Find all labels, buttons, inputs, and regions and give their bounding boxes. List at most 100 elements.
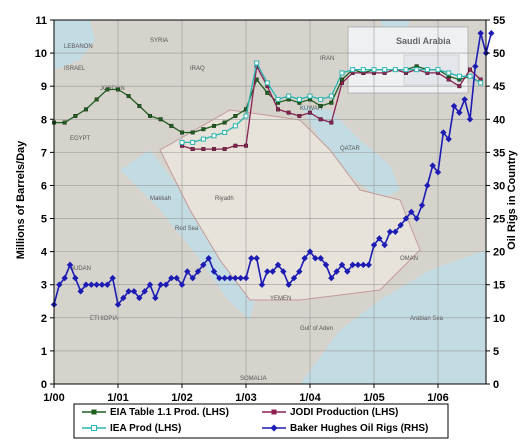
data-point: [244, 143, 248, 148]
data-point: [109, 274, 116, 282]
data-point: [148, 114, 152, 118]
legend-item: EIA Table 1.1 Prod. (LHS): [82, 407, 229, 418]
data-point: [61, 274, 68, 282]
map-label: IRAQ: [190, 66, 205, 72]
data-point: [146, 281, 154, 288]
data-point: [365, 261, 372, 269]
data-point: [340, 80, 344, 85]
data-point: [190, 147, 195, 152]
legend-swatch-marker: [271, 409, 277, 415]
data-point: [226, 274, 234, 282]
data-point: [477, 30, 484, 37]
map-label: YEMEN: [270, 296, 291, 302]
data-point: [413, 215, 420, 222]
legend-swatch-marker: [270, 424, 278, 432]
data-point: [338, 261, 346, 269]
map-inset-title: Saudi Arabia: [396, 36, 452, 46]
data-point: [243, 113, 249, 119]
data-point: [402, 215, 410, 222]
map-label: KUWAIT: [300, 106, 323, 112]
map-sea-label: Gulf of Aden: [300, 326, 333, 332]
data-point: [120, 294, 127, 302]
data-point: [276, 107, 280, 112]
data-point: [136, 294, 143, 302]
legend-box: [73, 403, 449, 439]
data-point: [233, 114, 238, 118]
data-point: [340, 77, 344, 82]
data-point: [301, 255, 308, 262]
data-point: [179, 139, 185, 145]
data-point: [210, 268, 218, 275]
legend: EIA Table 1.1 Prod. (LHS) JODI Production…: [73, 403, 449, 439]
data-point: [286, 93, 292, 99]
legend-item: JODI Production (LHS): [262, 407, 398, 418]
data-point: [360, 261, 367, 269]
data-point: [168, 274, 175, 282]
y-right-tick-label: 10: [493, 313, 505, 325]
data-point: [306, 248, 314, 255]
data-point: [184, 268, 191, 275]
legend-swatch-marker: [91, 425, 97, 431]
map-sea-arabian: [300, 250, 486, 384]
data-point: [290, 274, 298, 282]
map-label: SUDAN: [70, 266, 91, 272]
y-right-tick-label: 0: [493, 379, 499, 391]
data-point: [429, 162, 436, 169]
y-left-tick-label: 5: [41, 214, 47, 226]
x-tick-label: 1/01: [107, 392, 128, 404]
data-point: [435, 67, 441, 73]
data-point: [450, 102, 458, 110]
legend-item: Baker Hughes Oil Rigs (RHS): [262, 423, 428, 434]
data-point: [201, 127, 206, 132]
map-label: ETHIOPIA: [90, 316, 118, 322]
map-sea-label: Red Sea: [175, 226, 199, 232]
data-point: [418, 202, 426, 209]
data-point: [180, 130, 184, 135]
data-point: [269, 268, 276, 275]
map-label: OMAN: [400, 256, 418, 262]
data-point: [105, 87, 110, 92]
data-point: [157, 281, 164, 288]
legend-label: JODI Production (LHS): [290, 407, 398, 418]
x-tick-label: 1/03: [235, 392, 256, 404]
y-left-tick-label: 10: [35, 48, 47, 60]
data-point: [434, 169, 442, 176]
data-point: [72, 274, 79, 282]
map-saudi-region: [159, 109, 421, 301]
data-point: [130, 288, 138, 295]
y-left-tick-label: 4: [41, 247, 48, 259]
data-point: [248, 255, 255, 262]
axes: 0123456789101105101520253035404550551/00…: [35, 15, 506, 404]
data-point: [200, 136, 206, 142]
data-point: [317, 255, 324, 262]
legend-label: Baker Hughes Oil Rigs (RHS): [290, 423, 428, 434]
data-point: [56, 281, 63, 288]
data-point: [194, 268, 202, 275]
data-point: [468, 67, 472, 72]
data-point: [178, 281, 186, 288]
x-tick-label: 1/06: [427, 392, 448, 404]
data-point: [152, 294, 159, 302]
map-label: QATAR: [340, 146, 360, 152]
data-point: [403, 67, 409, 73]
y-right-tick-label: 50: [493, 48, 505, 60]
data-point: [253, 255, 260, 262]
data-point: [264, 80, 270, 86]
data-point: [360, 67, 366, 73]
data-point: [478, 80, 484, 86]
y-right-tick-label: 35: [493, 147, 505, 159]
data-point: [116, 87, 120, 92]
data-point: [190, 139, 196, 145]
map-label: ISRAEL: [64, 66, 86, 72]
legend-item: IEA Prod (LHS): [82, 423, 181, 434]
data-point: [329, 100, 334, 105]
data-point: [141, 288, 148, 295]
y-left-tick-label: 8: [41, 114, 47, 126]
data-point: [258, 281, 266, 288]
data-point: [201, 147, 206, 152]
y-left-tick-label: 0: [41, 379, 47, 391]
data-point: [62, 120, 67, 125]
data-point: [205, 255, 212, 262]
data-point: [232, 274, 239, 282]
